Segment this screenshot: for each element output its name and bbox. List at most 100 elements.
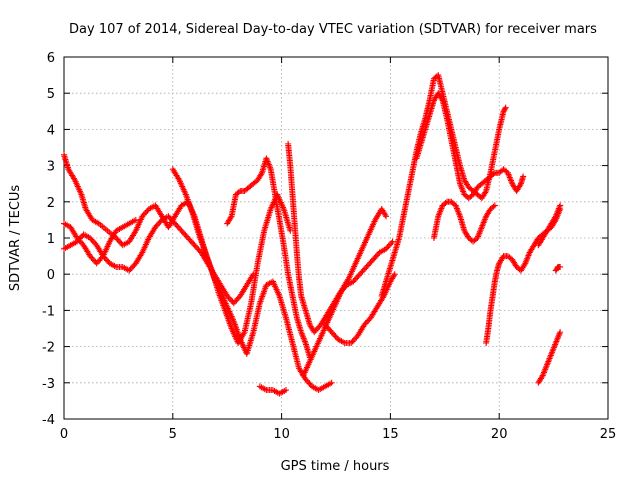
data-point <box>179 229 186 236</box>
data-point <box>185 235 192 241</box>
data-point <box>87 235 94 241</box>
data-point <box>156 219 163 226</box>
x-tick-label: 25 <box>600 427 617 442</box>
series-track-11 <box>413 90 527 202</box>
data-point <box>362 265 369 272</box>
data-point <box>390 272 397 279</box>
data-point <box>391 271 398 278</box>
data-point <box>181 230 188 237</box>
data-point <box>557 202 564 209</box>
data-point <box>366 261 373 268</box>
data-point <box>228 297 235 304</box>
data-point <box>502 104 509 111</box>
data-point <box>96 257 103 264</box>
series-track-7 <box>256 383 289 397</box>
data-point <box>324 324 331 331</box>
data-point <box>355 272 362 279</box>
series-track-14 <box>535 329 564 386</box>
data-point <box>361 321 368 328</box>
data-point <box>323 323 330 330</box>
data-point <box>74 238 81 245</box>
chart-title: Day 107 of 2014, Sidereal Day-to-day VTE… <box>69 22 597 37</box>
y-tick-label: 6 <box>47 51 55 66</box>
data-point <box>100 253 107 260</box>
data-point <box>140 211 147 218</box>
data-point <box>282 387 289 394</box>
data-point <box>173 221 180 228</box>
data-point <box>139 213 146 220</box>
y-tick-label: -4 <box>42 413 55 428</box>
data-point <box>328 379 335 386</box>
data-point <box>373 252 380 259</box>
series-track-5 <box>224 155 313 361</box>
data-point <box>363 263 370 270</box>
data-point <box>186 236 193 243</box>
data-point <box>191 242 198 249</box>
data-point <box>557 329 564 336</box>
data-point <box>194 245 201 252</box>
data-point <box>114 236 121 243</box>
y-tick-label: -3 <box>42 377 55 392</box>
data-point <box>352 335 359 342</box>
data-point <box>383 213 390 220</box>
data-point <box>93 260 100 267</box>
x-tick-label: 10 <box>273 427 290 442</box>
data-point <box>368 258 375 265</box>
data-point <box>126 267 133 274</box>
data-point <box>153 222 160 229</box>
data-point <box>77 234 84 241</box>
data-point <box>115 237 122 244</box>
y-tick-label: 1 <box>47 232 55 247</box>
x-tick-label: 20 <box>491 427 508 442</box>
data-point <box>329 330 336 337</box>
data-point <box>169 217 176 224</box>
data-point <box>349 338 356 345</box>
data-point <box>363 318 370 325</box>
data-point <box>258 171 265 178</box>
x-tick-label: 15 <box>382 427 399 442</box>
data-point <box>362 320 369 327</box>
y-tick-label: 3 <box>47 160 55 175</box>
data-point <box>386 241 393 248</box>
data-point <box>302 376 309 383</box>
data-point <box>348 339 355 346</box>
data-point <box>364 262 371 269</box>
data-point <box>187 237 194 244</box>
y-tick-label: 2 <box>47 196 55 211</box>
data-point <box>127 266 134 273</box>
data-point <box>183 233 190 240</box>
data-point <box>331 332 338 339</box>
data-point <box>88 254 95 261</box>
data-point <box>353 275 360 282</box>
data-point <box>306 380 313 387</box>
data-point <box>365 317 372 324</box>
data-point <box>226 295 233 302</box>
data-point <box>141 210 148 217</box>
data-point <box>89 255 96 262</box>
data-point <box>358 269 365 276</box>
data-point <box>520 173 527 180</box>
data-point <box>143 208 150 215</box>
data-point <box>76 235 83 242</box>
data-point <box>327 327 334 334</box>
data-point <box>227 214 234 221</box>
data-point <box>491 202 498 209</box>
data-point <box>182 232 189 239</box>
data-point <box>354 274 361 281</box>
data-point <box>389 238 396 245</box>
data-point <box>94 258 101 265</box>
series-track-16 <box>552 263 564 274</box>
data-point <box>225 294 232 301</box>
y-tick-label: -2 <box>42 341 55 356</box>
data-point <box>313 326 320 333</box>
y-tick-label: 4 <box>47 123 55 138</box>
data-point <box>332 333 339 340</box>
data-point <box>384 244 391 251</box>
data-point <box>315 324 322 331</box>
data-point <box>89 237 96 244</box>
y-tick-label: -1 <box>42 304 55 319</box>
data-point <box>232 298 239 305</box>
data-point <box>102 255 109 262</box>
data-point <box>367 259 374 266</box>
